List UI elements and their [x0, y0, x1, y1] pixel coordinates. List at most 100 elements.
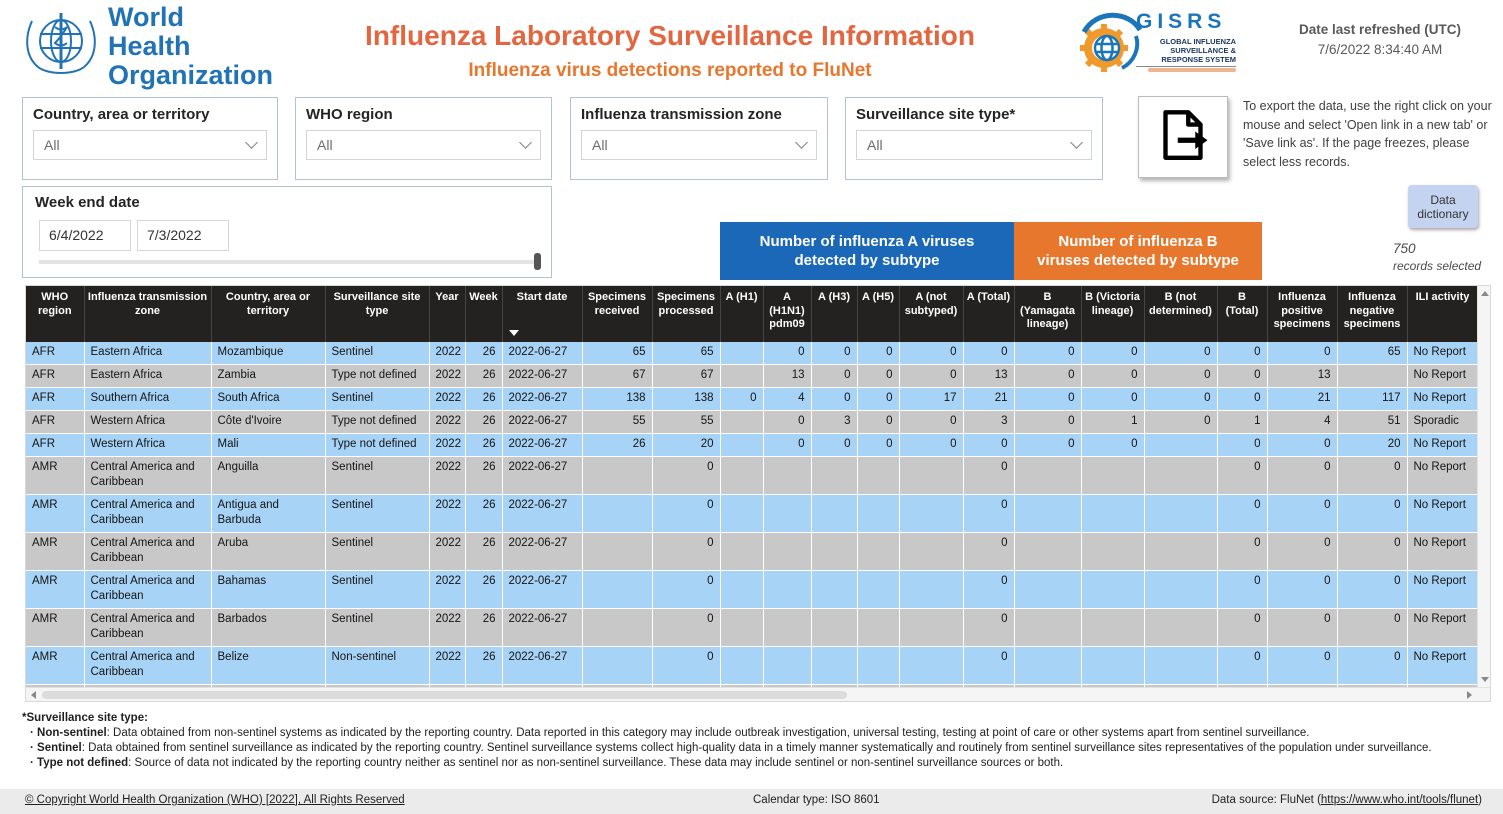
table-cell	[582, 684, 653, 687]
table-row[interactable]: AFR Western Africa Côte d'Ivoire Type not d…	[26, 410, 1477, 434]
table-row[interactable]: AMR Central America and Caribbean Belize No…	[26, 646, 1477, 685]
filter-site-type-dropdown[interactable]: All	[856, 130, 1092, 160]
table-cell: 0	[963, 684, 1015, 687]
filter-transmission-zone-value: All	[592, 137, 608, 153]
scroll-right-icon[interactable]	[1467, 691, 1472, 699]
table-row[interactable]: AFR Western Africa Mali Type not defined 202…	[26, 433, 1477, 457]
gisrs-tagline	[1148, 68, 1236, 72]
table-cell	[857, 494, 900, 533]
date-range-slider-track[interactable]	[39, 260, 539, 264]
column-header-a-h5[interactable]: A (H5)	[857, 286, 900, 342]
table-cell: Eastern Africa	[84, 364, 212, 388]
column-header-b-victoria-lineage[interactable]: B (Victoria lineage)	[1081, 286, 1145, 342]
footnote-item: · Non-sentinel: Data obtained from non-s…	[30, 727, 1310, 739]
column-header-start-date[interactable]: Start date	[502, 286, 583, 342]
week-start-input[interactable]: 6/4/2022	[39, 220, 131, 251]
table-cell: 0	[1217, 387, 1268, 411]
table-cell: Zambia	[211, 364, 326, 388]
table-cell: 0	[720, 387, 764, 411]
scroll-down-icon[interactable]	[1481, 677, 1489, 682]
column-header-country-area-or-territory[interactable]: Country, area or territory	[211, 286, 326, 342]
table-cell: 0	[652, 570, 721, 609]
table-cell	[899, 532, 964, 571]
column-header-specimens-received[interactable]: Specimens received	[582, 286, 653, 342]
column-header-b-yamagata-lineage[interactable]: B (Yamagata lineage)	[1014, 286, 1082, 342]
horizontal-scrollbar[interactable]	[26, 687, 1490, 701]
horizontal-scroll-thumb[interactable]	[42, 691, 848, 699]
table-cell	[763, 646, 812, 685]
column-header-a-total[interactable]: A (Total)	[963, 286, 1015, 342]
date-range-slider-handle[interactable]	[534, 253, 541, 270]
table-cell	[857, 570, 900, 609]
column-header-week[interactable]: Week	[465, 286, 503, 342]
table-row[interactable]: AMR Central America and Caribbean Antigua …	[26, 494, 1477, 533]
table-cell: 2022-06-27	[502, 410, 583, 434]
table-cell: 2022-06-27	[502, 684, 583, 687]
footnotes: *Surveillance site type: · Non-sentinel:…	[22, 711, 1487, 771]
table-cell: 4	[1267, 410, 1338, 434]
column-header-ili-activity[interactable]: ILI activity	[1407, 286, 1477, 342]
table-cell: 2022	[429, 494, 466, 533]
influenza-a-banner-button[interactable]: Number of influenza A viruses detected b…	[720, 222, 1014, 280]
copyright-link[interactable]: © Copyright World Health Organization (W…	[25, 794, 405, 806]
table-cell: 17	[899, 387, 964, 411]
filter-who-region-dropdown[interactable]: All	[306, 130, 541, 160]
column-header-influenza-transmission-zone[interactable]: Influenza transmission zone	[84, 286, 212, 342]
filter-country-dropdown[interactable]: All	[33, 130, 267, 160]
filter-transmission-zone-dropdown[interactable]: All	[581, 130, 817, 160]
table-row[interactable]: AFR Eastern Africa Mozambique Sentinel 2022 2…	[26, 342, 1477, 365]
table-cell: 26	[465, 608, 503, 647]
table-cell: Central America and Caribbean	[84, 532, 212, 571]
column-header-who-region[interactable]: WHO region	[26, 286, 85, 342]
column-header-specimens-processed[interactable]: Specimens processed	[652, 286, 721, 342]
table-cell: 2022	[429, 646, 466, 685]
table-row[interactable]: AMR Central America and Caribbean Barbados…	[26, 608, 1477, 647]
table-row[interactable]: AMR Central America and Caribbean Anguilla…	[26, 456, 1477, 495]
column-header-b-total[interactable]: B (Total)	[1217, 286, 1268, 342]
table-cell: AFR	[26, 342, 85, 365]
column-header-influenza-positive-specimens[interactable]: Influenza positive specimens	[1267, 286, 1338, 342]
table-cell: 0	[1217, 570, 1268, 609]
table-cell: 65	[1337, 342, 1408, 365]
records-label: records selected	[1393, 259, 1482, 273]
column-header-a-h3[interactable]: A (H3)	[811, 286, 858, 342]
column-header-a-h1n1-pdm09[interactable]: A (H1N1) pdm09	[763, 286, 812, 342]
column-header-b-not-determined[interactable]: B (not determined)	[1144, 286, 1218, 342]
table-cell: 2022	[429, 608, 466, 647]
table-cell: 1	[1081, 410, 1145, 434]
filter-who-region-label: WHO region	[306, 106, 393, 123]
data-dictionary-button[interactable]: Data dictionary	[1408, 185, 1478, 228]
scroll-up-icon[interactable]	[1481, 291, 1489, 296]
table-cell: AFR	[26, 410, 85, 434]
table-cell: 0	[857, 342, 900, 365]
table-cell: 0	[899, 433, 964, 457]
table-cell	[1144, 532, 1218, 571]
column-header-a-not-subtyped[interactable]: A (not subtyped)	[899, 286, 964, 342]
table-row[interactable]: AMR Central America and Caribbean Aruba Sen…	[26, 532, 1477, 571]
column-header-year[interactable]: Year	[429, 286, 466, 342]
export-data-button[interactable]	[1138, 96, 1228, 178]
data-source-link[interactable]: https://www.who.int/tools/flunet	[1320, 794, 1479, 806]
influenza-b-banner-button[interactable]: Number of influenza B viruses detected b…	[1014, 222, 1262, 280]
scroll-left-icon[interactable]	[31, 691, 36, 699]
data-source-suffix: )	[1478, 794, 1482, 806]
column-header-influenza-negative-specimens[interactable]: Influenza negative specimens	[1337, 286, 1408, 342]
refresh-info: Date last refreshed (UTC) 7/6/2022 8:34:…	[1280, 22, 1480, 57]
table-cell: 0	[1337, 684, 1408, 687]
table-cell: No Report	[1407, 364, 1477, 388]
table-row[interactable]: AFR Southern Africa South Africa Sentinel 20…	[26, 387, 1477, 411]
table-cell: 20	[1337, 433, 1408, 457]
table-cell: Central America and Caribbean	[84, 608, 212, 647]
table-cell: 0	[963, 570, 1015, 609]
table-cell	[899, 608, 964, 647]
table-cell	[1014, 494, 1082, 533]
column-header-surveillance-site-type[interactable]: Surveillance site type	[325, 286, 430, 342]
table-row[interactable]: AMR Central America and Caribbean Bahamas S…	[26, 570, 1477, 609]
column-header-a-h1[interactable]: A (H1)	[720, 286, 764, 342]
week-end-input[interactable]: 7/3/2022	[137, 220, 229, 251]
table-cell: 0	[1267, 342, 1338, 365]
table-cell: 2022	[429, 387, 466, 411]
table-row[interactable]: AFR Eastern Africa Zambia Type not defined 2…	[26, 364, 1477, 388]
vertical-scrollbar[interactable]	[1477, 286, 1490, 687]
